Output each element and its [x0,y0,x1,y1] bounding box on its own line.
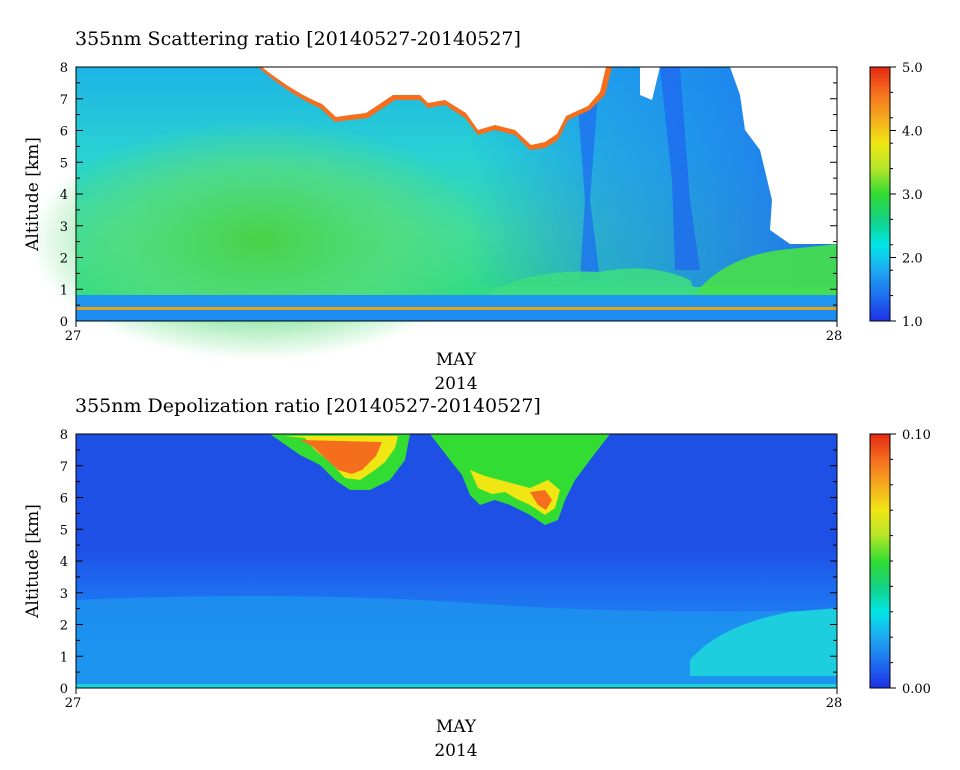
scattering-heatmap [30,67,837,360]
depolarization-xlabel-month: MAY [436,717,477,737]
scattering-xtick-label: 27 [65,329,82,344]
depolarization-ytick-label: 7 [60,460,68,475]
scattering-title: 355nm Scattering ratio [20140527-2014052… [75,28,521,50]
depolarization-xtick-label: 28 [826,696,843,711]
depolarization-title: 355nm Depolization ratio [20140527-20140… [75,395,541,417]
scattering-cb-label: 2.0 [902,252,923,267]
depolarization-ytick-label: 2 [60,619,68,634]
scattering-xlabel-month: MAY [436,350,477,370]
scattering-ground [76,310,837,321]
scattering-ratio-panel: 355nm Scattering ratio [20140527-2014052… [23,28,923,394]
depolarization-lower-layer [76,596,837,688]
scattering-right-boundary-layer [690,244,837,305]
depolarization-ytick-label: 1 [60,650,68,665]
scattering-surface-layer [76,307,837,310]
scattering-colorbar-ticks: 1.0 2.0 3.0 4.0 5.0 [890,61,923,330]
depolarization-cloud [300,440,382,474]
depolarization-xtick-label: 27 [65,696,82,711]
depolarization-ytick-label: 4 [60,555,68,570]
scattering-colorbar: 1.0 2.0 3.0 4.0 5.0 [869,61,923,330]
depolarization-ylabel: Altitude [km] [23,504,43,619]
scattering-ytick-label: 2 [60,252,68,267]
depolarization-ytick-label: 8 [60,428,68,443]
scattering-plume [660,67,700,270]
depolarization-cb-label: 0.00 [902,682,931,697]
scattering-surface-band [76,295,837,307]
depolarization-cloud [530,490,552,510]
scattering-ytick-label: 1 [60,283,68,298]
depolarization-colorbar-ticks: 0.00 0.10 [890,428,931,697]
depolarization-ratio-panel: 355nm Depolization ratio [20140527-20140… [23,395,931,761]
scattering-xtick-label: 28 [826,329,843,344]
depolarization-surface-layer [76,684,837,688]
scattering-nodata-region [640,67,837,244]
depolarization-colorbar-scale [869,433,891,689]
depolarization-xlabel-year: 2014 [434,741,477,761]
scattering-colorbar-scale [869,66,891,322]
depolarization-ytick-label: 5 [60,523,68,538]
depolarization-aerosol-plume [690,608,837,676]
depolarization-ytick-label: 0 [60,682,68,697]
scattering-ytick-label: 6 [60,125,68,140]
scattering-ytick-label: 4 [60,188,68,203]
scattering-ylabel: Altitude [km] [23,137,43,252]
depolarization-heatmap [76,434,837,688]
depolarization-ytick-label: 3 [60,587,68,602]
depolarization-axes: 0 1 2 3 4 5 6 7 8 27 28 [60,428,843,711]
depolarization-cb-label: 0.10 [902,428,931,443]
scattering-xlabel-year: 2014 [434,374,477,394]
scattering-ytick-label: 7 [60,93,68,108]
depolarization-cloud [430,434,610,525]
scattering-axes: 0 1 2 3 4 5 6 7 8 27 28 [60,61,843,344]
scattering-plume [575,67,600,280]
scattering-ytick-label: 0 [60,315,68,330]
scattering-cb-label: 3.0 [902,188,923,203]
scattering-ytick-label: 5 [60,156,68,171]
scattering-cb-label: 1.0 [902,315,923,330]
scattering-green-core [30,120,490,360]
depolarization-colorbar: 0.00 0.10 [869,428,931,697]
scattering-ytick-label: 3 [60,220,68,235]
scattering-ytick-label: 8 [60,61,68,76]
depolarization-ytick-label: 6 [60,492,68,507]
scattering-cb-label: 4.0 [902,125,923,140]
scattering-cloud-saturated [262,67,606,145]
scattering-cb-label: 5.0 [902,61,923,76]
